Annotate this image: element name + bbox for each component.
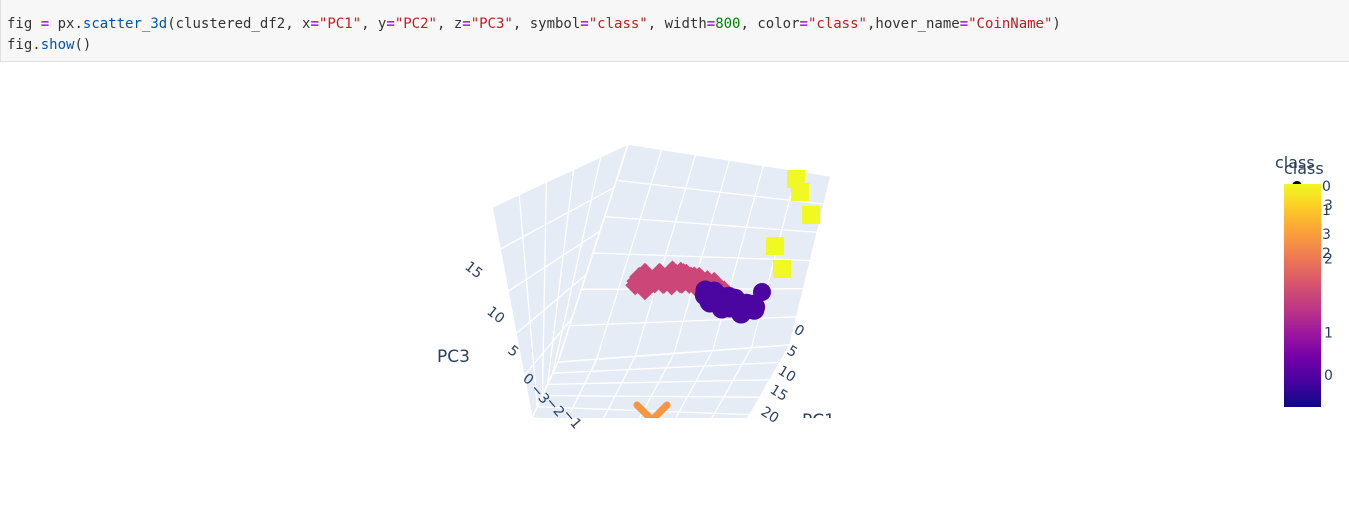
code-token: fig bbox=[7, 16, 33, 32]
grid-line bbox=[546, 169, 575, 385]
code-token: = bbox=[310, 16, 319, 32]
grid-line bbox=[552, 361, 781, 374]
pc3-tick-label: 15 bbox=[462, 259, 486, 283]
code-token: ) bbox=[1052, 16, 1061, 32]
code-line-2[interactable]: fig.show() bbox=[7, 37, 91, 53]
axis-line bbox=[491, 143, 629, 208]
axis-line bbox=[531, 361, 559, 418]
code-token: = bbox=[386, 16, 395, 32]
point-class-3 bbox=[802, 206, 820, 224]
code-token: , z bbox=[436, 16, 463, 32]
code-token: . bbox=[74, 16, 83, 32]
code-line-1[interactable]: fig = px.scatter_3d(clustered_df2, x="PC… bbox=[7, 16, 1061, 32]
code-token: , y bbox=[361, 16, 387, 32]
scene-3d[interactable] bbox=[491, 143, 832, 432]
point-class-3 bbox=[766, 237, 784, 255]
colorbar-tick-label: 2 bbox=[1324, 251, 1333, 267]
colorbar-tick-label: 3 bbox=[1324, 198, 1333, 214]
code-token: = bbox=[959, 16, 969, 32]
code-token: ,hover_name bbox=[866, 16, 960, 32]
grid-line bbox=[567, 358, 598, 418]
point-class-2 bbox=[633, 401, 671, 418]
code-token: (clustered_df2, x bbox=[167, 16, 311, 32]
grid-line bbox=[518, 194, 538, 407]
legend[interactable]: class 0 1 3 2 bbox=[1275, 153, 1331, 262]
point-class-0 bbox=[713, 292, 734, 313]
code-token: = bbox=[580, 16, 589, 32]
colorbar-tick-labels: 3 2 1 0 bbox=[1324, 198, 1333, 384]
grid-line bbox=[515, 274, 587, 335]
code-token: "class" bbox=[807, 16, 867, 32]
grid-line bbox=[523, 317, 573, 377]
grid-line bbox=[675, 350, 714, 418]
legend-title: class bbox=[1275, 153, 1315, 172]
code-token: fig bbox=[7, 37, 33, 53]
point-class-1 bbox=[648, 269, 669, 290]
code-token: , symbol bbox=[512, 16, 581, 32]
legend-item-label[interactable]: 3 bbox=[1322, 227, 1331, 243]
point-class-1 bbox=[663, 270, 684, 291]
pc3-tick-label: 10 bbox=[484, 304, 508, 328]
plot-output[interactable]: 15 10 5 0 −3 −2 −1 0 5 10 15 20 PC3 PC1 class 0 1… bbox=[0, 62, 1349, 508]
grid-line bbox=[711, 347, 752, 418]
code-token: "class" bbox=[588, 16, 648, 32]
code-token: , width bbox=[647, 16, 707, 32]
grid-line bbox=[604, 216, 818, 233]
code-token: . bbox=[32, 37, 41, 53]
grid-line bbox=[547, 379, 771, 386]
code-token: "PC1" bbox=[318, 16, 362, 32]
code-token: = bbox=[706, 16, 716, 32]
pc3-axis-title: PC3 bbox=[437, 347, 470, 367]
point-class-0 bbox=[753, 283, 771, 301]
legend-item-label[interactable]: 0 bbox=[1322, 179, 1331, 195]
code-token: = bbox=[462, 16, 471, 32]
code-token: px bbox=[57, 16, 75, 32]
grid-line bbox=[602, 356, 636, 418]
point-class-1 bbox=[640, 273, 661, 294]
code-cell[interactable]: fig = px.scatter_3d(clustered_df2, x="PC… bbox=[0, 0, 1349, 62]
code-token: , color bbox=[740, 16, 800, 32]
point-class-3 bbox=[791, 183, 809, 201]
grid-line bbox=[541, 181, 548, 396]
code-token: () bbox=[74, 37, 92, 53]
grid-line bbox=[499, 187, 615, 250]
point-class-3 bbox=[773, 260, 791, 278]
pc1-tick-label: 15 bbox=[767, 382, 791, 405]
colorbar-tick-label: 1 bbox=[1324, 326, 1333, 342]
legend-item-label[interactable]: 2 bbox=[1322, 246, 1331, 262]
axis-line bbox=[557, 344, 791, 363]
code-token: show bbox=[40, 37, 75, 53]
grid-line bbox=[542, 394, 761, 398]
axis-line bbox=[557, 143, 629, 363]
axis-line bbox=[747, 344, 791, 418]
code-token: "PC3" bbox=[470, 16, 513, 32]
axis-line bbox=[491, 206, 533, 418]
legend-item-label[interactable]: 1 bbox=[1322, 203, 1331, 219]
colorbar[interactable]: class 3 2 1 0 bbox=[1284, 159, 1333, 407]
pc1-axis-title: PC1 bbox=[802, 411, 835, 431]
pc1-tick-label: 20 bbox=[758, 404, 782, 427]
grid-line bbox=[507, 230, 601, 292]
axis-line bbox=[789, 175, 832, 346]
colorbar-gradient bbox=[1284, 184, 1321, 407]
data-points bbox=[625, 170, 820, 418]
code-token: 800 bbox=[715, 16, 741, 32]
code-token: = bbox=[32, 16, 58, 32]
code-token: "CoinName" bbox=[968, 16, 1053, 32]
code-token: "PC2" bbox=[394, 16, 437, 32]
code-token: = bbox=[799, 16, 808, 32]
code-token: scatter_3d bbox=[82, 16, 168, 32]
grid-line bbox=[592, 252, 811, 262]
colorbar-tick-label: 0 bbox=[1324, 368, 1333, 384]
grid-line bbox=[616, 179, 825, 205]
grid-line bbox=[552, 156, 602, 374]
colorbar-title: class bbox=[1284, 159, 1324, 178]
